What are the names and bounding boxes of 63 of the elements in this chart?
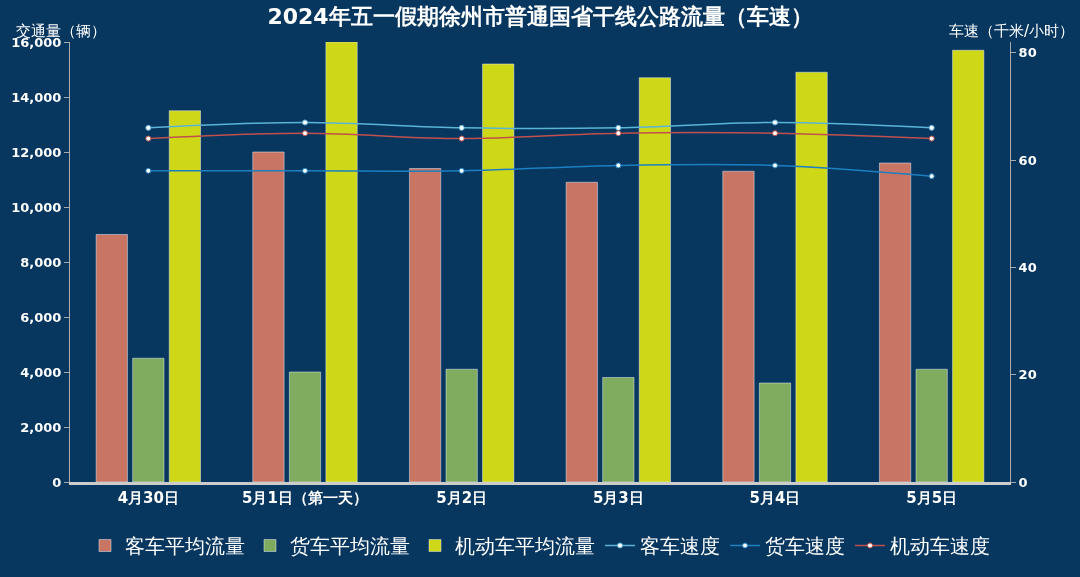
y2-axis-title: 车速（千米/小时） (949, 22, 1075, 40)
y2-tick-label: 20 (1018, 367, 1037, 383)
y-tick-label: 10,000 (11, 199, 62, 215)
bar (879, 162, 912, 482)
y-tick-label: 8,000 (20, 254, 62, 270)
x-tick-label: 4月30日 (117, 489, 179, 507)
bar (325, 42, 358, 482)
point (615, 124, 622, 131)
bar (482, 63, 515, 482)
y-tick-label: 14,000 (11, 89, 62, 105)
legend-label: 客车速度 (640, 534, 720, 559)
point (928, 135, 935, 142)
bar (252, 151, 285, 482)
point (928, 173, 935, 180)
y2-tick-label: 80 (1018, 45, 1037, 61)
point (615, 130, 622, 137)
legend-label: 货车平均流量 (290, 534, 410, 559)
y-tick-label: 0 (52, 474, 62, 490)
y-tick-label: 4,000 (20, 364, 62, 380)
legend-label: 机动车速度 (890, 534, 990, 559)
point (302, 119, 308, 126)
bar (795, 72, 828, 482)
legend-label: 客车平均流量 (125, 534, 245, 559)
x-tick-label: 5月5日 (906, 489, 958, 507)
y2-tick-label: 40 (1018, 259, 1037, 275)
bar (132, 358, 165, 482)
point (302, 167, 308, 174)
y-tick-label: 12,000 (11, 144, 62, 160)
legend-label: 机动车平均流量 (455, 534, 595, 559)
point (772, 119, 778, 126)
x-tick-label: 5月1日（第一天） (242, 489, 368, 507)
bar (289, 371, 321, 482)
x-tick-label: 5月2日 (436, 489, 488, 507)
point (458, 167, 465, 174)
bar (95, 234, 128, 482)
bar (409, 168, 442, 482)
point (145, 135, 152, 142)
chart-title: 2024年五一假期徐州市普通国省干线公路流量（车速） (267, 4, 813, 30)
y-tick-label: 6,000 (20, 309, 62, 325)
point (145, 124, 152, 131)
point (615, 162, 622, 169)
x-tick-label: 5月3日 (592, 489, 644, 507)
point (145, 167, 152, 174)
bar (602, 377, 635, 482)
point (458, 135, 465, 142)
y2-tick-label: 60 (1018, 152, 1037, 168)
point (302, 130, 308, 137)
bar (915, 369, 948, 482)
point (772, 130, 778, 137)
y-tick-label: 2,000 (20, 419, 62, 435)
bar (638, 77, 671, 482)
bar (759, 382, 791, 482)
point (772, 162, 778, 169)
bar (445, 369, 478, 482)
bar (565, 182, 598, 482)
bar (722, 171, 755, 482)
legend-label: 货车速度 (765, 534, 845, 559)
bar (952, 50, 985, 482)
y2-tick-label: 0 (1018, 474, 1028, 490)
x-tick-label: 5月4日 (749, 489, 801, 507)
point (928, 124, 935, 131)
bar (168, 110, 201, 482)
point (458, 124, 465, 131)
